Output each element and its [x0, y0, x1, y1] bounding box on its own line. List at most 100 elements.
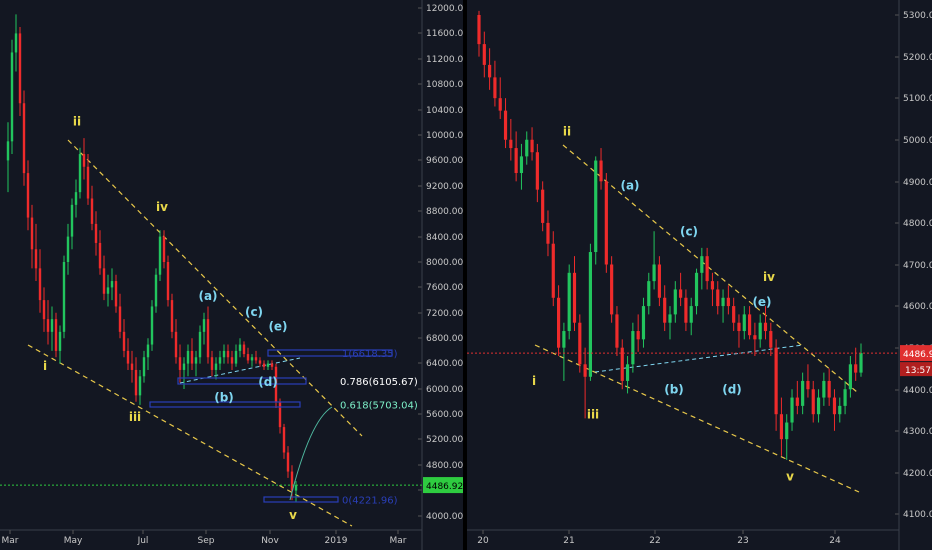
left-candle-body — [34, 249, 38, 269]
right-candle-body — [679, 289, 683, 298]
right-candle-body — [774, 347, 778, 415]
right-candle-body — [737, 322, 741, 332]
left-candle-body — [286, 452, 290, 472]
right-candle-body — [827, 380, 831, 398]
left-fib-label: 0.618(5703.04) — [340, 401, 418, 412]
left-wave-label: (e) — [268, 320, 287, 334]
right-candle-body — [503, 110, 508, 140]
right-chart-panel[interactable]: 5300.00 5200.00 5100.00 5000.00 4900.00 4800.… — [467, 0, 932, 550]
right-candle-body — [519, 156, 524, 174]
left-candle-body — [46, 319, 50, 332]
right-candle-body — [498, 98, 502, 111]
right-wave-label: iv — [763, 270, 775, 284]
panel-divider[interactable] — [463, 0, 467, 550]
right-candle-body — [806, 380, 810, 390]
left-fib-box — [149, 401, 301, 408]
right-candle-body — [769, 331, 773, 348]
right-trend-line — [562, 144, 858, 393]
left-y-tick-label: 4800.00 — [426, 461, 463, 471]
right-y-tick-label: 4900.00 — [903, 178, 932, 188]
right-timer-label: 13:57 — [905, 366, 931, 376]
left-y-tick-label: 5200.00 — [426, 435, 463, 445]
left-candle-body — [170, 300, 174, 332]
left-x-tick-label: Sep — [198, 536, 215, 546]
left-candle-body — [26, 173, 30, 218]
left-fib-box — [267, 349, 393, 357]
left-candle-body — [290, 471, 294, 491]
left-chart-panel[interactable]: 12000.00 11600.00 11200.00 10800.00 10400.00… — [0, 0, 463, 550]
right-candle-body — [551, 243, 555, 298]
right-candle-body — [541, 189, 545, 223]
right-candle-body — [641, 306, 646, 340]
right-candle-body — [763, 322, 768, 332]
left-candle-body — [270, 363, 274, 367]
right-last-price-tag — [900, 345, 932, 362]
right-candle-body — [647, 281, 651, 307]
right-candle-body — [785, 422, 789, 440]
left-wave-label: (b) — [214, 391, 234, 405]
left-trend-line — [27, 344, 353, 527]
right-candle-body — [620, 347, 624, 381]
right-candle-body — [588, 252, 593, 377]
right-candle-body — [838, 405, 842, 415]
left-x-tick-label: 2019 — [325, 536, 348, 546]
left-fib-box — [177, 377, 307, 385]
right-x-tick-label: 23 — [737, 536, 748, 546]
left-candle-body — [178, 357, 182, 370]
left-last-price-label: 4486.92 — [426, 482, 463, 492]
left-fib-curve — [289, 406, 333, 501]
left-x-tick-label: Jul — [137, 536, 149, 546]
left-candle-body — [242, 344, 246, 355]
left-candle-body — [74, 192, 78, 205]
right-candle-body — [822, 380, 826, 398]
left-candle-body — [198, 331, 202, 358]
left-candle-body — [134, 369, 138, 396]
right-candle-body — [525, 139, 529, 157]
right-y-tick-label: 4300.00 — [903, 427, 932, 437]
right-candle-body — [673, 289, 677, 315]
right-wave-label: i — [532, 374, 536, 388]
left-price-chart[interactable]: 12000.00 11600.00 11200.00 10800.00 10400.00… — [0, 0, 463, 550]
left-y-tick-label: 11200.00 — [426, 55, 463, 65]
right-wave-label: (d) — [722, 382, 742, 396]
left-wave-label: iii — [129, 410, 141, 424]
right-candle-body — [493, 77, 497, 99]
left-candle-body — [258, 360, 262, 364]
left-candle-body — [190, 350, 194, 364]
right-wave-label: (a) — [620, 179, 639, 193]
right-candle-body — [572, 272, 577, 323]
left-wedge-line — [179, 357, 301, 384]
left-candle-body — [70, 204, 74, 237]
right-candle-body — [716, 289, 720, 307]
right-candle-body — [509, 139, 513, 149]
right-candle-body — [610, 264, 614, 315]
left-candle-body — [30, 217, 34, 250]
left-candle-body — [226, 350, 230, 358]
left-candle-body — [210, 357, 214, 370]
right-candle-body — [811, 389, 815, 415]
left-y-tick-label: 8000.00 — [426, 258, 463, 268]
right-candle-body — [795, 397, 799, 406]
left-fib-label: 0(4221.96) — [342, 496, 398, 507]
right-wave-label: ii — [563, 125, 571, 139]
left-candle-body — [118, 306, 122, 332]
left-candle-body — [110, 281, 114, 288]
right-candle-body — [726, 297, 730, 307]
left-candle-body — [6, 141, 10, 161]
left-y-tick-label: 12000.00 — [426, 4, 463, 14]
left-candle-body — [254, 357, 258, 361]
left-candle-body — [102, 268, 106, 294]
right-y-tick-label: 5200.00 — [903, 53, 932, 63]
right-candle-body — [652, 264, 656, 282]
left-y-tick-label: 7600.00 — [426, 283, 463, 293]
right-y-tick-label: 4400.00 — [903, 386, 932, 396]
right-candle-body — [705, 256, 709, 282]
right-candle-body — [657, 264, 661, 298]
left-candle-body — [154, 274, 158, 307]
left-last-price-tag — [423, 477, 463, 494]
left-candle-body — [278, 401, 282, 428]
right-candle-body — [848, 364, 852, 390]
right-y-tick-label: 4700.00 — [903, 261, 932, 271]
right-candle-body — [700, 256, 704, 273]
right-price-chart[interactable]: 5300.00 5200.00 5100.00 5000.00 4900.00 4800.… — [467, 0, 932, 550]
